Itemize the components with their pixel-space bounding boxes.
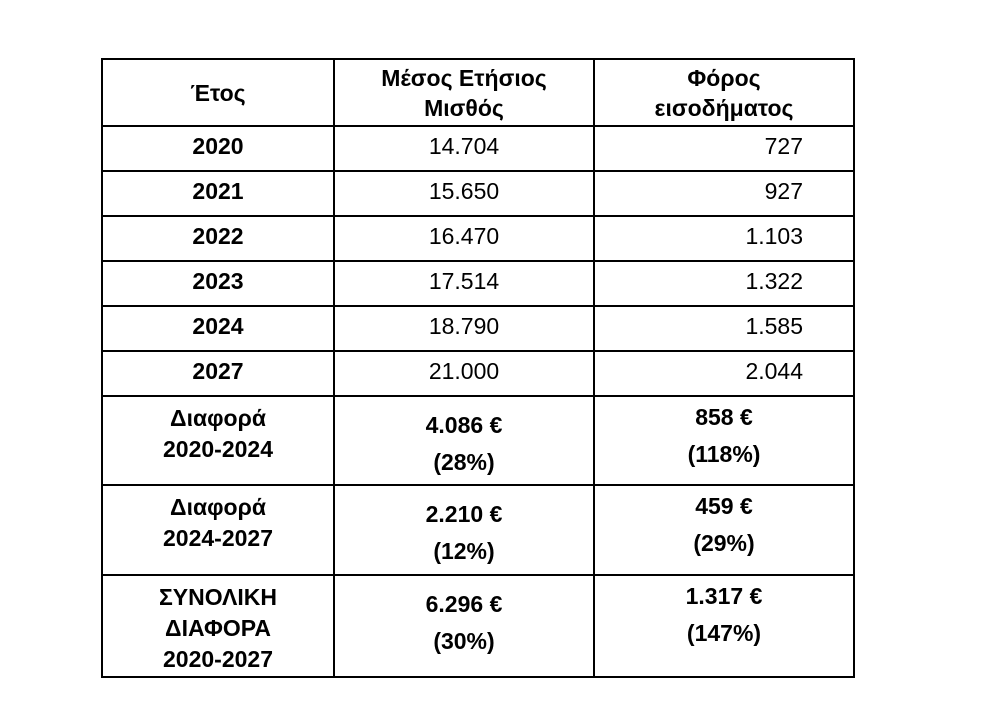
salary-column-header: Μέσος Ετήσιος Μισθός bbox=[333, 58, 595, 127]
year-cell: 2024 bbox=[101, 305, 335, 352]
salary-tax-table-wrapper: Έτος Μέσος Ετήσιος Μισθός Φόρος εισοδήμα… bbox=[101, 58, 855, 678]
summary-row-diff-2020-2024: Διαφορά 2020-2024 4.086 € (28%) 858 € (1… bbox=[101, 395, 855, 486]
salary-tax-table: Έτος Μέσος Ετήσιος Μισθός Φόρος εισοδήμα… bbox=[101, 58, 855, 678]
year-cell: 2020 bbox=[101, 125, 335, 172]
summary-tax-cell: 858 € (118%) bbox=[593, 395, 855, 486]
table-row-2024: 2024 18.790 1.585 bbox=[101, 305, 855, 352]
summary-salary-cell: 4.086 € (28%) bbox=[333, 395, 595, 486]
header-row: Έτος Μέσος Ετήσιος Μισθός Φόρος εισοδήμα… bbox=[101, 58, 855, 127]
summary-label-cell: Διαφορά 2024-2027 bbox=[101, 484, 335, 576]
year-cell: 2027 bbox=[101, 350, 335, 397]
summary-tax-cell: 1.317 € (147%) bbox=[593, 574, 855, 678]
salary-cell: 18.790 bbox=[333, 305, 595, 352]
year-column-header: Έτος bbox=[101, 58, 335, 127]
salary-cell: 21.000 bbox=[333, 350, 595, 397]
year-cell: 2021 bbox=[101, 170, 335, 217]
table-row-2021: 2021 15.650 927 bbox=[101, 170, 855, 217]
summary-row-diff-2024-2027: Διαφορά 2024-2027 2.210 € (12%) 459 € (2… bbox=[101, 484, 855, 576]
year-cell: 2022 bbox=[101, 215, 335, 262]
table-row-2022: 2022 16.470 1.103 bbox=[101, 215, 855, 262]
summary-salary-cell: 2.210 € (12%) bbox=[333, 484, 595, 576]
table-row-2020: 2020 14.704 727 bbox=[101, 125, 855, 172]
tax-cell: 927 bbox=[593, 170, 855, 217]
tax-cell: 1.103 bbox=[593, 215, 855, 262]
tax-cell: 727 bbox=[593, 125, 855, 172]
tax-cell: 1.322 bbox=[593, 260, 855, 307]
salary-cell: 15.650 bbox=[333, 170, 595, 217]
table-row-2027: 2027 21.000 2.044 bbox=[101, 350, 855, 397]
summary-label-cell: Διαφορά 2020-2024 bbox=[101, 395, 335, 486]
summary-row-total-diff-2020-2027: ΣΥΝΟΛΙΚΗ ΔΙΑΦΟΡΑ 2020-2027 6.296 € (30%)… bbox=[101, 574, 855, 678]
table-row-2023: 2023 17.514 1.322 bbox=[101, 260, 855, 307]
summary-tax-cell: 459 € (29%) bbox=[593, 484, 855, 576]
salary-cell: 16.470 bbox=[333, 215, 595, 262]
summary-salary-cell: 6.296 € (30%) bbox=[333, 574, 595, 678]
tax-column-header: Φόρος εισοδήματος bbox=[593, 58, 855, 127]
tax-cell: 2.044 bbox=[593, 350, 855, 397]
year-cell: 2023 bbox=[101, 260, 335, 307]
salary-cell: 14.704 bbox=[333, 125, 595, 172]
salary-cell: 17.514 bbox=[333, 260, 595, 307]
tax-cell: 1.585 bbox=[593, 305, 855, 352]
summary-label-cell: ΣΥΝΟΛΙΚΗ ΔΙΑΦΟΡΑ 2020-2027 bbox=[101, 574, 335, 678]
